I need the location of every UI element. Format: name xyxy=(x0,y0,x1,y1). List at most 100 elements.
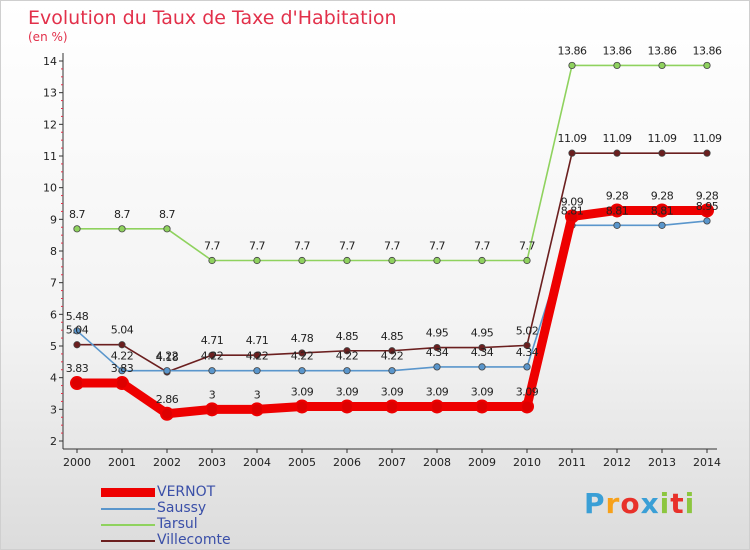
data-label-vernot: 3.09 xyxy=(336,385,359,398)
data-point-villecomte xyxy=(433,343,441,352)
data-label-villecomte: 4.95 xyxy=(426,327,449,340)
legend-swatch-vernot xyxy=(101,488,155,497)
data-point-tarsul xyxy=(253,256,261,265)
x-tick-label: 2013 xyxy=(648,456,676,469)
x-tick-label: 2002 xyxy=(153,456,181,469)
x-tick-label: 2006 xyxy=(333,456,361,469)
data-point-villecomte xyxy=(343,347,351,355)
data-label-vernot: 3.09 xyxy=(291,385,314,398)
data-point-tarsul xyxy=(703,61,711,70)
data-label-villecomte: 11.09 xyxy=(603,132,632,145)
y-tick-label: 8 xyxy=(50,245,57,258)
y-tick-label: 5 xyxy=(50,340,57,353)
data-label-saussy: 4.22 xyxy=(111,350,134,363)
data-label-vernot: 3.09 xyxy=(516,385,539,398)
data-point-villecomte xyxy=(118,341,126,349)
x-tick-label: 2008 xyxy=(423,456,451,469)
y-tick-label: 14 xyxy=(43,55,57,68)
legend-swatch-saussy xyxy=(101,508,155,510)
data-label-vernot: 9.28 xyxy=(696,189,719,202)
data-point-saussy xyxy=(388,367,396,375)
data-label-villecomte: 4.18 xyxy=(156,351,179,364)
data-point-villecomte xyxy=(523,341,531,349)
series-layer xyxy=(70,61,714,421)
data-point-vernot xyxy=(340,399,354,414)
y-tick-label: 6 xyxy=(50,308,57,321)
proxiti-logo: Proxiti xyxy=(584,487,695,520)
data-point-saussy xyxy=(703,217,711,225)
data-point-vernot xyxy=(115,376,129,391)
data-point-tarsul xyxy=(478,256,486,265)
data-label-tarsul: 7.7 xyxy=(249,240,265,253)
data-point-saussy xyxy=(253,367,261,375)
x-tick-label: 2011 xyxy=(558,456,586,469)
unit-label: (en %) xyxy=(28,30,68,44)
data-point-vernot xyxy=(520,399,534,414)
data-point-saussy xyxy=(208,367,216,375)
logo-letter: P xyxy=(584,487,606,520)
data-label-vernot: 3.09 xyxy=(381,385,404,398)
data-label-saussy: 4.22 xyxy=(291,350,314,363)
data-point-saussy xyxy=(343,367,351,375)
data-label-tarsul: 7.7 xyxy=(474,240,490,253)
logo-letter: i xyxy=(659,487,671,520)
logo-letter: x xyxy=(640,487,660,520)
y-tick-label: 9 xyxy=(50,213,57,226)
y-tick-label: 7 xyxy=(50,277,57,290)
y-tick-label: 3 xyxy=(50,403,57,416)
data-point-saussy xyxy=(613,221,621,229)
legend-label-villecomte: Villecomte xyxy=(157,532,231,548)
data-point-vernot xyxy=(385,399,399,414)
data-label-villecomte: 4.71 xyxy=(246,334,269,347)
legend-label-saussy: Saussy xyxy=(157,500,207,516)
data-label-vernot: 3.09 xyxy=(471,385,494,398)
data-point-tarsul xyxy=(613,61,621,70)
data-point-vernot xyxy=(610,203,624,218)
data-label-tarsul: 13.86 xyxy=(693,44,722,57)
data-label-tarsul: 7.7 xyxy=(384,240,400,253)
data-point-villecomte xyxy=(613,149,621,157)
data-point-saussy xyxy=(433,363,441,371)
data-point-villecomte xyxy=(73,341,81,349)
data-point-villecomte xyxy=(388,347,396,355)
x-tick-label: 2003 xyxy=(198,456,226,469)
data-point-vernot xyxy=(475,399,489,414)
data-point-villecomte xyxy=(703,149,711,157)
data-label-tarsul: 7.7 xyxy=(519,240,535,253)
data-point-villecomte xyxy=(253,351,261,359)
data-point-tarsul xyxy=(208,256,216,265)
data-label-villecomte: 4.85 xyxy=(336,330,359,343)
data-point-villecomte xyxy=(478,343,486,352)
data-point-villecomte xyxy=(658,149,666,157)
data-point-saussy xyxy=(523,363,531,371)
data-label-vernot: 3.83 xyxy=(66,362,89,375)
data-point-saussy xyxy=(118,367,126,375)
data-point-tarsul xyxy=(433,256,441,265)
data-point-tarsul xyxy=(298,256,306,265)
data-label-vernot: 9.09 xyxy=(561,195,584,208)
data-point-saussy xyxy=(478,363,486,371)
legend-swatch-tarsul xyxy=(101,524,155,526)
data-label-saussy: 8.81 xyxy=(561,204,584,217)
data-label-saussy: 4.22 xyxy=(381,350,404,363)
data-label-villecomte: 11.09 xyxy=(558,132,587,145)
data-point-vernot xyxy=(655,203,669,218)
logo-letter: o xyxy=(620,487,641,520)
data-point-vernot xyxy=(700,203,714,218)
data-label-saussy: 4.22 xyxy=(201,350,224,363)
data-label-tarsul: 13.86 xyxy=(603,44,632,57)
data-label-saussy: 8.81 xyxy=(606,204,629,217)
data-label-villecomte: 4.78 xyxy=(291,332,314,345)
series-line-tarsul xyxy=(76,64,708,262)
logo-letter: r xyxy=(605,487,621,520)
data-label-saussy: 8.81 xyxy=(651,204,674,217)
data-label-vernot: 9.28 xyxy=(651,189,674,202)
data-label-villecomte: 5.02 xyxy=(516,324,539,337)
legend-swatch-villecomte xyxy=(101,540,155,542)
x-tick-label: 2007 xyxy=(378,456,406,469)
data-point-tarsul xyxy=(388,256,396,265)
logo-letter: i xyxy=(684,487,696,520)
data-label-villecomte: 4.85 xyxy=(381,330,404,343)
data-label-tarsul: 7.7 xyxy=(294,240,310,253)
x-tick-label: 2010 xyxy=(513,456,541,469)
